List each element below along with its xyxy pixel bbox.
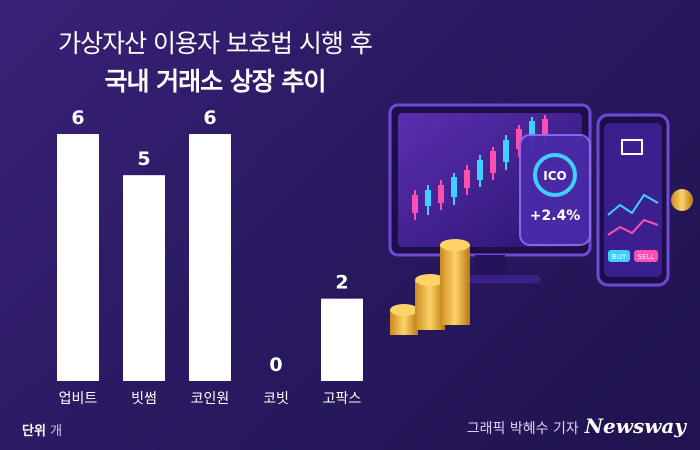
- category-label-2: 빗썸: [131, 391, 157, 407]
- chart-title-line1: 가상자산 이용자 보호법 시행 후: [58, 29, 373, 58]
- coin-stack-icon: [390, 189, 693, 335]
- credit: 그래픽 박혜수 기자 Newsway: [467, 414, 686, 438]
- data-label-4: 0: [269, 354, 282, 376]
- category-label-3: 코인원: [191, 391, 230, 407]
- ico-badge-panel: ICO +2.4%: [519, 134, 591, 246]
- category-label-4: 코빗: [263, 391, 289, 407]
- crypto-trading-illustration: ICO +2.4% BUY SELL: [388, 103, 693, 335]
- bar-3: [189, 134, 231, 381]
- bar-5: [321, 298, 363, 381]
- ico-badge-label: ICO: [543, 169, 566, 183]
- data-label-5: 2: [335, 272, 348, 294]
- bar-1: [57, 134, 99, 381]
- ico-badge-value: +2.4%: [530, 208, 581, 224]
- category-label-5: 고팍스: [323, 391, 362, 407]
- credit-text: 그래픽 박혜수 기자: [466, 421, 579, 437]
- data-label-3: 6: [203, 107, 216, 129]
- unit-label: 단위 개: [22, 420, 62, 439]
- buy-button-label: BUY: [612, 253, 627, 261]
- unit-label-key: 단위: [22, 424, 46, 439]
- bar-chart: 6 업비트 5 빗썸 6 코인원 0 코빗 2 고팍스: [0, 0, 420, 410]
- unit-label-value: 개: [50, 424, 63, 439]
- bar-2: [123, 175, 165, 381]
- chart-title-line2: 국내 거래소 상장 추이: [104, 67, 326, 96]
- bank-icon: [621, 139, 643, 155]
- data-label-1: 6: [71, 107, 84, 129]
- data-label-2: 5: [137, 148, 150, 170]
- category-label-1: 업비트: [59, 391, 98, 407]
- sell-button-label: SELL: [638, 253, 655, 261]
- brand-logo: Newsway: [584, 414, 686, 438]
- smartphone-icon: BUY SELL: [596, 113, 670, 287]
